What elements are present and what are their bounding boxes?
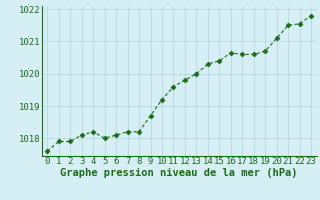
X-axis label: Graphe pression niveau de la mer (hPa): Graphe pression niveau de la mer (hPa) (60, 168, 298, 178)
